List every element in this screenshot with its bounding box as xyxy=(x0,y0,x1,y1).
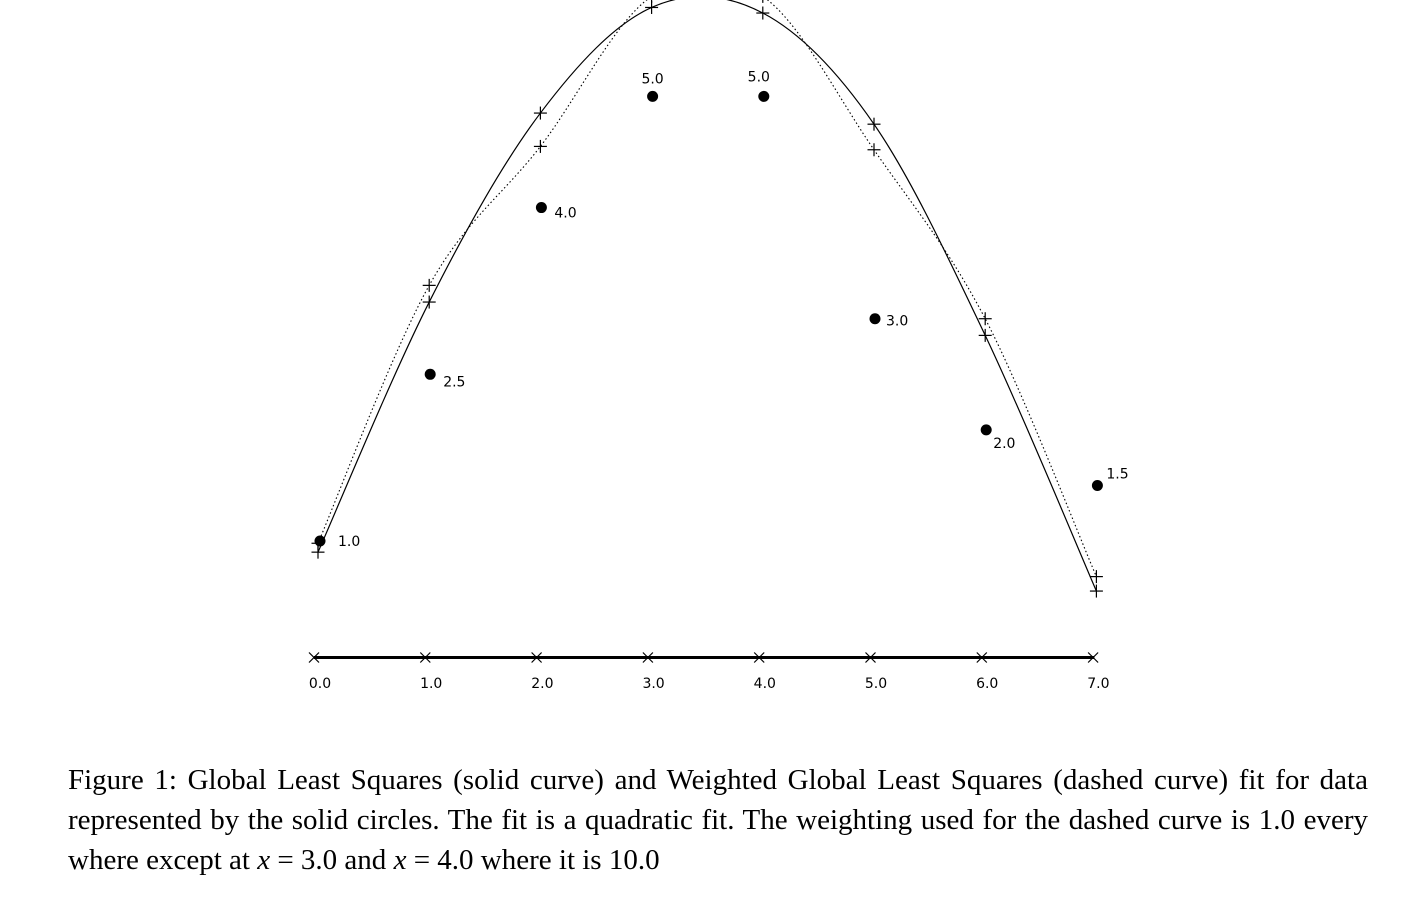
fit-curves xyxy=(317,0,1097,592)
data-point-6 xyxy=(980,424,992,436)
data-label-6: 2.0 xyxy=(993,436,1015,452)
x-tick-1 xyxy=(419,652,431,663)
caption-eq-2: = 4.0 where it is 10.0 xyxy=(406,844,660,876)
x-tick-label-3: 3.0 xyxy=(642,676,664,692)
dotted-fit-marker-2 xyxy=(533,139,547,153)
data-point-3 xyxy=(647,90,659,102)
tick-cross-b xyxy=(642,652,654,663)
tick-cross-b xyxy=(865,652,876,663)
x-tick-2 xyxy=(531,652,543,663)
x-tick-3 xyxy=(642,652,654,663)
x-tick-7 xyxy=(1087,652,1099,663)
x-axis: 0.0 1.0 2.0 3.0 4.0 5.0 6.0 7.0 xyxy=(308,652,1110,692)
dotted-fit-marker-3 xyxy=(650,0,653,3)
x-tick-5 xyxy=(865,652,876,663)
x-tick-0 xyxy=(308,652,320,663)
solid-fit-curve xyxy=(317,0,1097,592)
dotted-fit-curve xyxy=(317,0,1097,577)
x-tick-label-6: 6.0 xyxy=(976,676,998,692)
x-tick-label-5: 5.0 xyxy=(865,676,887,692)
data-point-4 xyxy=(758,90,770,102)
tick-cross-b xyxy=(531,652,543,663)
data-label-0: 1.0 xyxy=(338,534,360,550)
x-tick-label-1: 1.0 xyxy=(420,676,442,692)
tick-cross-b xyxy=(753,652,765,663)
x-tick-4 xyxy=(753,652,765,663)
dotted-fit-marker-1 xyxy=(422,278,436,292)
data-point-1 xyxy=(424,368,436,380)
solid-fit-marker-2 xyxy=(533,106,547,120)
dotted-fit-marker-7 xyxy=(1089,570,1103,584)
dotted-fit-marker-4 xyxy=(762,0,764,3)
data-point-2 xyxy=(535,202,547,214)
caption-math-var-x2: x xyxy=(393,844,407,876)
caption-eq-1: = 3.0 and xyxy=(270,844,394,876)
dotted-fit-marker-6 xyxy=(978,312,992,326)
solid-fit-marker-1 xyxy=(422,295,436,309)
data-label-7: 1.5 xyxy=(1106,466,1128,482)
solid-fit-marker-4 xyxy=(756,6,770,20)
least-squares-fit-chart: 1.0 2.5 4.0 5.0 5.0 3.0 2.0 1.5 0.0 1.0 2.0 3.0 4.0… xyxy=(308,0,1129,692)
tick-cross-b xyxy=(976,652,988,663)
x-tick-label-2: 2.0 xyxy=(531,676,553,692)
data-points: 1.0 2.5 4.0 5.0 5.0 3.0 2.0 1.5 xyxy=(314,69,1129,550)
x-tick-label-0: 0.0 xyxy=(309,676,331,692)
tick-cross-b xyxy=(1087,652,1099,663)
data-point-5 xyxy=(869,313,881,325)
data-label-3: 5.0 xyxy=(641,71,663,87)
tick-cross-b xyxy=(419,652,431,663)
solid-fit-marker-7 xyxy=(1089,584,1103,598)
solid-fit-marker-3 xyxy=(645,0,659,14)
x-tick-6 xyxy=(976,652,988,663)
data-label-1: 2.5 xyxy=(443,374,465,390)
data-label-5: 3.0 xyxy=(886,314,908,330)
data-label-2: 4.0 xyxy=(554,206,576,222)
data-point-0 xyxy=(314,535,326,547)
x-tick-label-7: 7.0 xyxy=(1087,676,1109,692)
data-point-7 xyxy=(1091,479,1103,491)
solid-fit-marker-6 xyxy=(978,328,992,342)
solid-fit-marker-5 xyxy=(867,117,881,131)
caption-prefix: Figure 1: xyxy=(68,764,177,796)
tick-cross-b xyxy=(308,652,320,663)
caption-math-var-x1: x xyxy=(257,844,271,876)
figure-caption: Figure 1: Global Least Squares (solid cu… xyxy=(68,760,1368,880)
x-tick-label-4: 4.0 xyxy=(754,676,776,692)
caption-text: Global Least Squares (solid curve) and W… xyxy=(68,764,1368,876)
data-label-4: 5.0 xyxy=(748,69,770,85)
dotted-fit-marker-5 xyxy=(867,143,881,157)
